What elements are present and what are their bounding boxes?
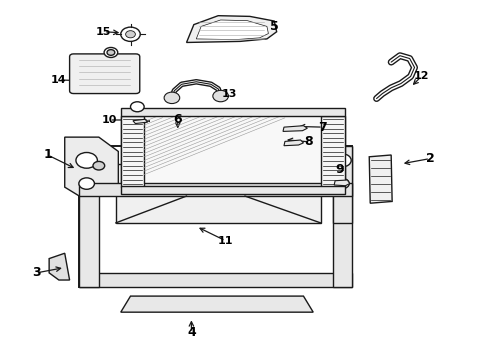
Text: 9: 9 xyxy=(336,163,344,176)
Bar xyxy=(333,146,352,287)
Circle shape xyxy=(336,179,349,189)
Polygon shape xyxy=(187,16,277,42)
Polygon shape xyxy=(49,253,70,280)
Polygon shape xyxy=(65,137,118,196)
Polygon shape xyxy=(283,126,307,131)
Circle shape xyxy=(213,90,228,102)
Bar xyxy=(321,116,345,187)
Text: 12: 12 xyxy=(414,71,429,81)
Polygon shape xyxy=(369,155,392,203)
Bar xyxy=(121,108,345,116)
Polygon shape xyxy=(116,164,320,223)
Bar xyxy=(79,146,352,287)
Circle shape xyxy=(164,92,180,104)
Text: 14: 14 xyxy=(51,75,67,85)
Bar xyxy=(144,116,321,187)
Circle shape xyxy=(121,27,140,41)
Text: 7: 7 xyxy=(318,121,327,134)
Text: 4: 4 xyxy=(187,327,196,339)
Circle shape xyxy=(334,154,351,167)
Polygon shape xyxy=(196,20,269,40)
Text: 5: 5 xyxy=(270,20,279,33)
Circle shape xyxy=(79,178,95,189)
Bar xyxy=(79,273,352,287)
Text: 15: 15 xyxy=(96,27,111,37)
Circle shape xyxy=(76,153,98,168)
Polygon shape xyxy=(133,119,147,123)
Text: 10: 10 xyxy=(102,115,117,125)
Polygon shape xyxy=(334,180,350,186)
Bar xyxy=(79,146,99,287)
Circle shape xyxy=(125,31,135,38)
Circle shape xyxy=(130,102,144,112)
Bar xyxy=(121,116,345,187)
Text: 6: 6 xyxy=(173,113,182,126)
Polygon shape xyxy=(284,140,303,146)
Bar xyxy=(333,146,352,223)
FancyBboxPatch shape xyxy=(70,54,140,94)
Circle shape xyxy=(104,48,118,58)
Bar xyxy=(79,183,352,196)
Text: 2: 2 xyxy=(426,152,435,165)
Text: 11: 11 xyxy=(218,236,233,246)
Bar xyxy=(121,116,144,187)
Text: 8: 8 xyxy=(304,135,313,148)
Text: 3: 3 xyxy=(32,266,41,279)
Text: 1: 1 xyxy=(43,148,52,162)
Text: 13: 13 xyxy=(221,89,237,99)
Polygon shape xyxy=(121,296,313,312)
Circle shape xyxy=(93,161,105,170)
Bar xyxy=(121,186,345,194)
Circle shape xyxy=(107,50,115,55)
